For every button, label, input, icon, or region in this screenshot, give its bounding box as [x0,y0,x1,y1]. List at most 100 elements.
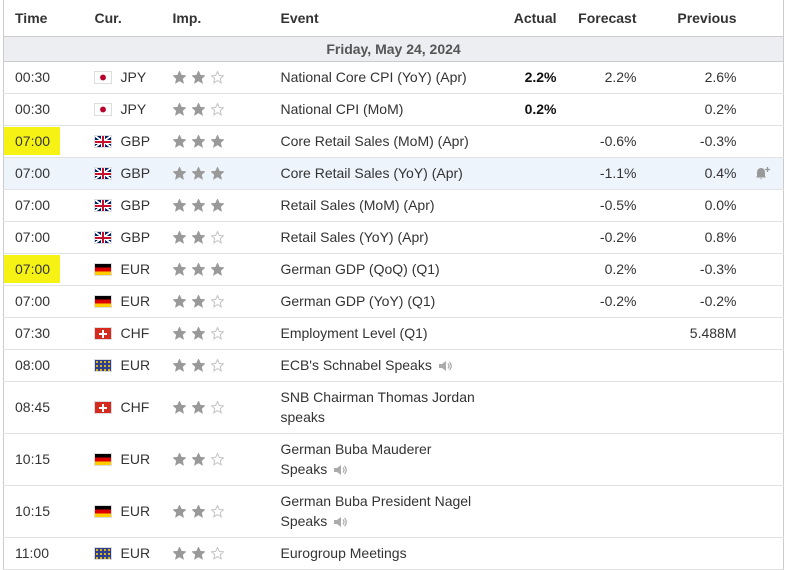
star-shape [209,546,225,560]
event: National CPI (MoM) [280,101,404,117]
forecast: -0.6% [599,133,637,149]
event: Employment Level (Q1) [280,325,428,341]
importance-cell [165,189,271,222]
star-shape [171,230,187,244]
sound-wave [342,517,348,527]
previous-cell: 0.2% [645,93,746,126]
alert-cell [745,381,784,434]
star-shape [171,400,187,414]
flag [94,506,111,517]
event-cell: Core Retail Sales (MoM) (Apr) [270,125,496,158]
previous-cell: 5.488M [645,317,746,350]
event-cell: Employment Level (Q1) [270,317,496,350]
star-shape [190,134,206,148]
event: National Core CPI (YoY) (Apr) [280,69,467,85]
event: Core Retail Sales (MoM) (Apr) [280,133,469,149]
actual-cell [495,485,566,538]
star [190,134,206,148]
currency-cell: GBP [80,157,166,190]
importance-cell [165,349,271,382]
star-shape [190,70,206,84]
star [190,166,206,180]
currency: JPY [120,101,147,117]
forecast-cell: -1.1% [565,157,646,190]
importance-stars [171,451,230,467]
event-cell: National Core CPI (YoY) (Apr) [270,61,496,94]
time: 10:15 [15,451,51,467]
star [171,70,187,84]
header-row: Time Cur. Imp. Event Actual Forecast Previous [3,0,784,37]
importance-cell [165,125,271,158]
star-shape [209,358,225,372]
currency: GBP [120,133,151,149]
star-shape [171,70,187,84]
star [190,452,206,466]
forecast-cell: -0.5% [565,189,646,222]
previous-cell: 0.0% [645,189,746,222]
actual-cell: 2.2% [495,61,566,94]
time: 07:00 [4,127,61,155]
currency: CHF [120,399,150,415]
currency-cell: GBP [80,125,166,158]
star-shape [171,452,187,466]
time-cell: 07:00 [3,189,81,222]
event-cell: German GDP (YoY) (Q1) [270,285,496,318]
flag [94,232,111,243]
alert-cell [745,157,784,190]
importance-stars [171,357,230,373]
star [209,358,225,372]
audio-icon [334,517,348,527]
star [171,452,187,466]
star-shape [209,452,225,466]
speaker [334,465,342,475]
time: 07:00 [15,165,51,181]
star [209,452,225,466]
currency: EUR [120,451,151,467]
event-row: 00:30 JPY National Core CPI (YoY) (Apr) 2.2… [3,61,784,94]
star [209,198,225,212]
star [190,198,206,212]
alert-cell [745,221,784,254]
actual-cell [495,381,566,434]
star-shape [171,326,187,340]
star [209,262,225,276]
currency: EUR [120,503,151,519]
star [171,230,187,244]
event-row: 07:00 GBP Core Retail Sales (YoY) (Apr) -1.… [3,157,784,190]
star [209,294,225,308]
time: 07:00 [15,293,51,309]
audio-icon [438,361,452,371]
flag [94,136,111,147]
alert-bell[interactable] [755,166,771,180]
currency: JPY [120,69,147,85]
event-cell: German GDP (QoQ) (Q1) [270,253,496,286]
time-cell: 11:00 [3,537,81,570]
star-shape [190,294,206,308]
star-shape [190,102,206,116]
event-cell: National CPI (MoM) [270,93,496,126]
column-header: Time [3,0,81,37]
alert-cell [745,433,784,486]
column-header: Actual [495,0,566,37]
actual-cell [495,253,566,286]
page: Time Cur. Imp. Event Actual Forecast Previous … [3,0,784,570]
flag [94,328,111,339]
forecast: -0.5% [599,197,637,213]
star-shape [190,198,206,212]
star [171,358,187,372]
event: Eurogroup Meetings [280,545,407,561]
date-row: Friday, May 24, 2024 [3,36,784,62]
time: 07:00 [15,229,51,245]
importance-cell [165,485,271,538]
importance-cell [165,537,271,570]
event-cell: Retail Sales (MoM) (Apr) [270,189,496,222]
alert-cell [745,537,784,570]
event: SNB Chairman Thomas Jordan speaks [280,389,475,425]
time-cell: 07:00 [3,157,81,190]
time-cell: 07:00 [3,221,81,254]
currency: GBP [120,229,151,245]
event-cell: SNB Chairman Thomas Jordan speaks [270,381,496,434]
event-row: 00:30 JPY National CPI (MoM) 0.2% 0.2% [3,93,784,126]
previous: 0.4% [704,165,737,181]
event-row: 07:00 GBP Retail Sales (YoY) (Apr) -0.2% 0.8… [3,221,784,254]
